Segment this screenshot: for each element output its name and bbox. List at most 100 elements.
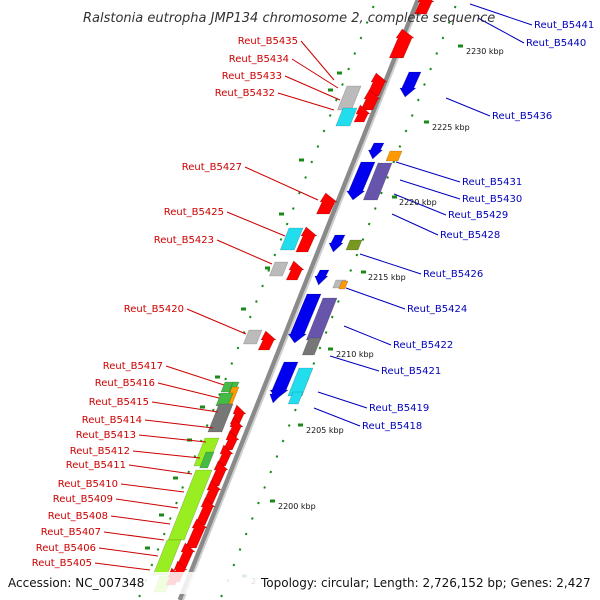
gene-block-gray [269,261,289,277]
accession-text: Accession: NC_007348 [8,576,144,590]
left-gene-labels: Reut_B5435 Reut_B5434 Reut_B5433 Reut_B5432… [32,36,298,569]
left-leader-line [226,211,286,237]
left-leader-line [128,464,193,475]
gene-block-cyan [335,107,358,127]
right-track-tick [386,176,389,179]
right-track-tick [441,36,445,40]
gene-block-orange [385,150,403,162]
right-leader-line [329,355,380,372]
gene-label-right: Reut_B5426 [423,269,483,280]
right-leader-line [477,17,525,44]
right-track-tick [423,83,426,86]
right-leader-line [359,253,422,275]
gene-block-lime [167,469,213,541]
kbp-label: 2225 kbp [432,123,470,132]
left-leader-line [120,483,185,493]
gene-label-left: Reut_B5407 [41,527,101,538]
left-leader-line [98,547,159,557]
gene-label-right: Reut_B5436 [492,111,552,122]
right-track-tick [355,253,359,257]
left-leader-line [144,419,214,429]
left-leader-line [115,498,179,509]
gene-label-left: Reut_B5417 [103,361,163,372]
left-track-tick [248,315,252,319]
left-leader-line [291,58,339,89]
left-leader-line [165,365,225,386]
right-track-tick [312,362,316,365]
left-track-tick [138,594,141,598]
right-track-tick [337,300,340,303]
gene-layer [152,0,435,593]
left-track-tick [156,548,160,551]
right-track-tick [330,315,334,319]
gene-label-right: Reut_B5424 [407,304,467,315]
right-leader-line [445,97,491,117]
left-track-tick [175,501,178,505]
left-track-tick [322,129,326,133]
left-leader-line [186,308,247,335]
right-track-tick [453,5,457,9]
gene-block-gray [243,329,263,345]
forward-gene [353,104,371,123]
gene-label-left: Reut_B5410 [58,479,118,490]
left-track-tick [224,377,227,381]
gene-label-left: Reut_B5435 [238,36,298,47]
left-track-tick [316,145,320,148]
right-track-tick [318,346,322,350]
right-track-tick [349,269,353,272]
right-leader-line [345,287,406,310]
reverse-gene [328,234,346,253]
left-leader-line [138,434,207,443]
tick-layer [138,5,463,598]
right-track-tick [417,98,420,102]
gene-label-right: Reut_B5418 [362,421,422,432]
gene-label-left: Reut_B5420 [124,304,184,315]
gene-block-purple [362,162,393,201]
left-track-tick [291,207,295,210]
right-track-tick [281,439,285,443]
right-track-tick [275,455,279,458]
gene-label-left: Reut_B5414 [82,415,142,426]
right-track-tick [257,501,260,505]
summary-text: Topology: circular; Length: 2,726,152 bp… [260,576,591,590]
right-track-tick [294,408,297,412]
forward-gene [315,192,338,215]
right-track-tick [398,145,402,148]
left-track-tick [218,393,221,396]
forward-gene [184,518,208,549]
left-track-tick [168,517,172,520]
gene-label-right: Reut_B5429 [448,210,508,221]
right-leader-line [343,325,392,346]
gene-block-cyan [287,367,314,397]
gene-block-green [199,451,215,469]
reverse-gene [269,387,284,404]
left-track-tick [267,269,271,272]
left-leader-line [94,562,151,571]
right-track-tick [250,517,254,520]
left-track-tick [187,470,191,474]
left-leader-line [110,515,171,525]
left-leader-line [244,166,319,201]
left-track-tick [347,67,350,71]
left-track-tick [230,362,234,365]
right-track-tick [238,548,242,551]
left-track-tick [353,52,357,55]
left-track-tick [371,5,375,9]
right-track-tick [404,129,408,133]
forward-gene [285,260,305,281]
right-track-tick [447,21,451,24]
left-track-tick [298,191,301,195]
right-track-tick [361,238,365,241]
right-leader-line [313,407,361,427]
gene-label-left: Reut_B5415 [89,397,149,408]
left-track-tick [273,253,277,257]
left-track-tick [328,114,332,117]
forward-gene [413,0,435,15]
gene-label-left: Reut_B5408 [48,511,108,522]
left-track-tick [205,424,209,427]
left-leader-line [284,75,341,101]
reverse-gene [314,269,330,286]
gene-label-left: Reut_B5425 [164,207,224,218]
left-track-tick [236,346,240,350]
right-track-tick [324,331,328,334]
